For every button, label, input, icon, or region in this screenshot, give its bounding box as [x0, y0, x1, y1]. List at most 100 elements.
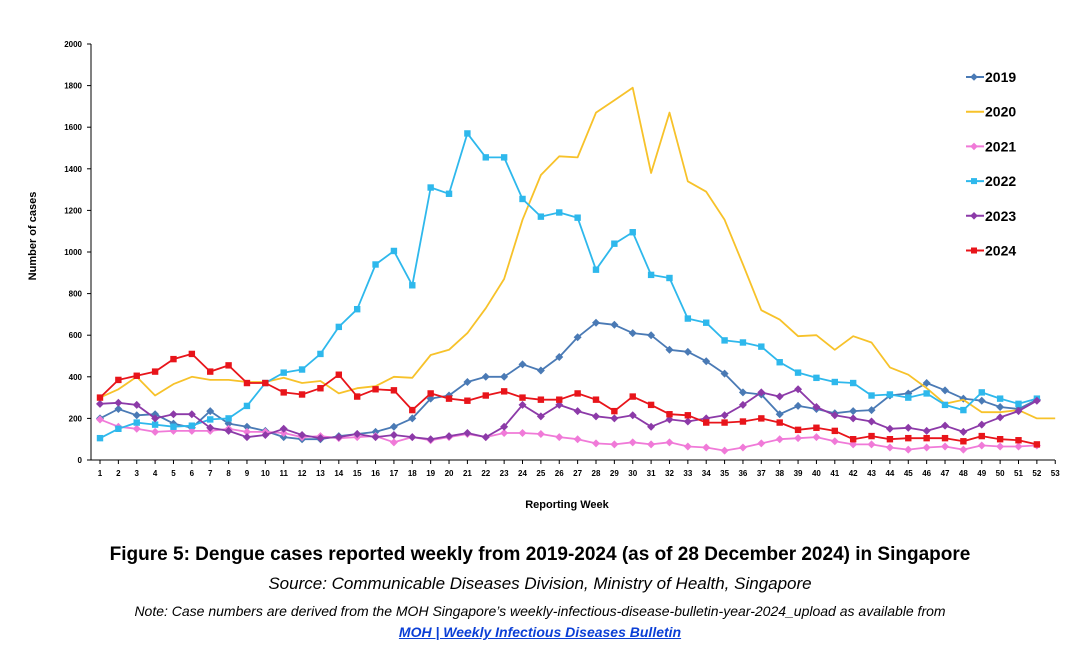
data-point-2019: [242, 422, 251, 431]
data-point-2023: [426, 435, 435, 444]
data-point-2019: [683, 347, 692, 356]
data-point-2023: [591, 412, 600, 421]
data-point-2022: [225, 415, 232, 422]
x-tick-label: 27: [573, 469, 582, 478]
data-point-2024: [464, 397, 471, 404]
x-tick-label: 30: [628, 469, 637, 478]
data-point-2023: [977, 420, 986, 429]
data-point-2023: [334, 433, 343, 442]
data-point-2021: [757, 439, 766, 448]
data-point-2023: [132, 400, 141, 409]
data-point-2023: [500, 422, 509, 431]
data-point-2023: [647, 422, 656, 431]
data-point-2024: [445, 395, 453, 402]
data-point-2023: [757, 388, 766, 397]
legend-marker-2024: [971, 247, 977, 254]
data-point-2023: [316, 434, 325, 443]
x-tick-label: 26: [555, 469, 564, 478]
data-point-2024: [721, 419, 728, 426]
data-point-2022: [207, 416, 214, 423]
data-point-2022: [353, 306, 361, 313]
x-tick-label: 19: [426, 469, 435, 478]
x-tick-label: 25: [536, 469, 545, 478]
series-line-2020: [99, 86, 1056, 420]
x-tick-label: 4: [153, 469, 158, 478]
data-point-2022: [500, 154, 508, 161]
data-point-2019: [371, 427, 380, 436]
data-point-2024: [629, 393, 636, 400]
data-point-2021: [628, 438, 637, 447]
data-point-2019: [481, 372, 490, 381]
y-tick-label: 0: [78, 456, 83, 465]
data-point-2021: [977, 441, 986, 450]
data-point-2022: [978, 389, 985, 396]
data-point-2021: [555, 433, 564, 442]
data-point-2023: [96, 399, 104, 408]
data-point-2022: [537, 213, 545, 220]
data-point-2024: [960, 438, 967, 445]
data-point-2024: [225, 362, 232, 369]
data-point-2022: [960, 406, 967, 414]
x-tick-label: 2: [116, 469, 121, 478]
data-point-2021: [389, 438, 398, 447]
data-point-2024: [886, 436, 894, 443]
data-point-2024: [684, 412, 692, 419]
data-point-2024: [923, 434, 930, 442]
bulletin-link[interactable]: MOH | Weekly Infectious Diseases Bulleti…: [398, 624, 682, 640]
x-tick-label: 31: [647, 469, 656, 478]
data-point-2022: [996, 395, 1004, 402]
data-point-2021: [812, 433, 821, 442]
data-point-2024: [849, 436, 857, 443]
data-point-2024: [666, 411, 673, 418]
x-tick-label: 52: [1032, 469, 1041, 478]
data-point-2021: [536, 430, 545, 438]
legend-marker-2023: [970, 212, 978, 220]
data-point-2019: [922, 379, 931, 388]
data-point-2019: [867, 406, 876, 415]
data-point-2022: [243, 402, 251, 410]
data-point-2022: [409, 282, 416, 289]
data-point-2022: [464, 130, 471, 137]
data-point-2019: [518, 360, 527, 369]
x-tick-label: 20: [445, 469, 454, 478]
data-point-2021: [904, 445, 913, 454]
data-point-2024: [905, 434, 912, 442]
data-point-2019: [206, 407, 215, 416]
data-point-2023: [114, 398, 123, 407]
data-point-2022: [445, 190, 453, 197]
data-point-2021: [720, 446, 729, 455]
x-tick-label: 29: [610, 469, 619, 478]
x-tick-label: 38: [775, 469, 784, 478]
data-point-2023: [206, 423, 215, 432]
data-point-2022: [794, 369, 802, 376]
data-point-2022: [151, 421, 159, 428]
data-point-2021: [610, 440, 619, 449]
data-point-2021: [1014, 442, 1023, 451]
data-point-2023: [353, 430, 362, 438]
data-point-2024: [831, 427, 838, 435]
x-tick-label: 33: [683, 469, 692, 478]
data-point-2021: [665, 438, 674, 447]
data-point-2022: [849, 379, 857, 387]
data-point-2019: [849, 407, 858, 416]
data-point-2023: [169, 410, 178, 419]
x-tick-label: 23: [500, 469, 509, 478]
data-point-2019: [408, 414, 417, 423]
data-point-2023: [885, 424, 894, 433]
y-tick-label: 1800: [64, 82, 82, 91]
link-wrapper: MOH | Weekly Infectious Diseases Bulleti…: [0, 624, 1080, 642]
data-point-2022: [556, 209, 563, 216]
data-point-2024: [868, 432, 875, 440]
x-tick-label: 8: [226, 469, 231, 478]
data-point-2024: [556, 396, 563, 403]
data-point-2022: [335, 323, 343, 331]
data-point-2021: [96, 415, 104, 424]
data-point-2023: [389, 431, 398, 440]
data-point-2024: [96, 394, 104, 401]
data-point-2022: [611, 240, 618, 247]
x-tick-label: 6: [190, 469, 195, 478]
data-point-2022: [629, 229, 636, 236]
x-tick-label: 21: [463, 469, 472, 478]
data-point-2024: [794, 426, 802, 434]
